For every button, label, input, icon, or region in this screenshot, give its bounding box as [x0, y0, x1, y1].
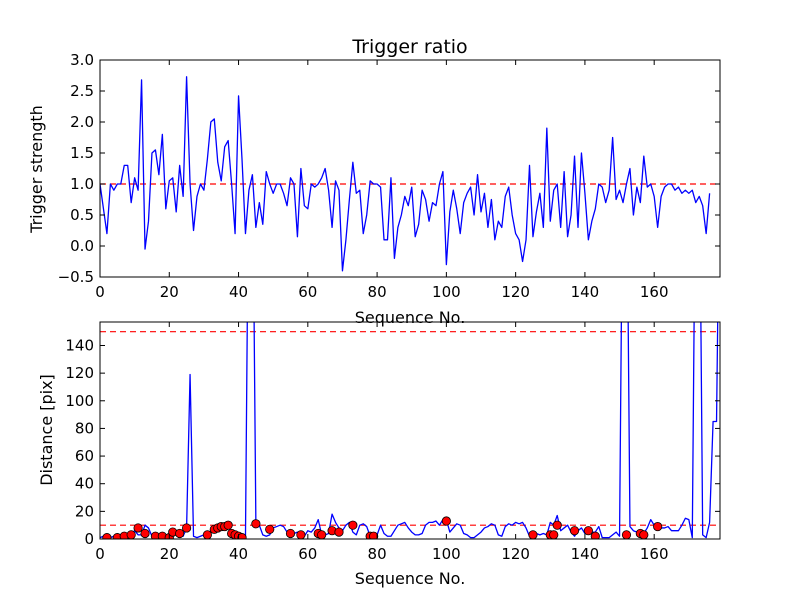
bottom-marker-point	[251, 519, 261, 529]
top-y-tick-label: 1.0	[70, 175, 94, 193]
bottom-marker-point	[569, 526, 580, 536]
bottom-marker-point	[348, 520, 358, 530]
bottom-marker-point	[528, 530, 538, 539]
bottom-marker-point	[583, 526, 593, 536]
top-plot-content	[100, 76, 720, 272]
bottom-plot-frame	[99, 321, 721, 540]
bottom-marker-point	[175, 528, 185, 539]
bottom-y-tick-label: 80	[75, 419, 94, 437]
bottom-marker-point	[639, 530, 649, 539]
top-x-tick-label: 80	[368, 283, 387, 301]
bottom-plot-content	[100, 322, 720, 539]
top-y-tick-label: 0.0	[70, 237, 94, 255]
bottom-marker-point	[552, 520, 562, 530]
top-plot-frame	[99, 59, 721, 278]
top-x-tick-label: 160	[640, 283, 669, 301]
bottom-marker-point	[590, 531, 600, 539]
bottom-y-tick-label: 0	[84, 530, 94, 548]
bottom-y-tick-label: 100	[65, 392, 94, 410]
bottom-x-tick-label: 160	[640, 545, 669, 563]
bottom-y-tick-label: 120	[65, 364, 94, 382]
top-x-tick-label: 120	[501, 283, 530, 301]
top-y-tick-label: 2.5	[70, 82, 94, 100]
bottom-x-tick-label: 120	[501, 545, 530, 563]
bottom-x-tick-label: 140	[571, 545, 600, 563]
bottom-marker-point	[140, 528, 150, 539]
bottom-y-tick-label: 140	[65, 336, 94, 354]
top-x-tick-label: 40	[229, 283, 248, 301]
bottom-x-tick-label: 80	[368, 545, 387, 563]
top-y-tick-label: 1.5	[70, 144, 94, 162]
top-y-tick-label: −0.5	[58, 268, 94, 286]
bottom-marker-point	[369, 531, 379, 539]
top-y-tick-label: 0.5	[70, 206, 94, 224]
bottom-marker-point	[102, 533, 112, 539]
bottom-marker-point	[653, 521, 663, 532]
top-y-axis-label: Trigger strength	[27, 105, 46, 234]
bottom-x-tick-label: 0	[95, 545, 105, 563]
top-axes-ticks: 0 20 40 60 80 100 120 140 160 −0.5 0.0 0.5 1.0 1.5 2.0…	[58, 51, 720, 301]
top-x-axis-label: Sequence No.	[355, 308, 466, 327]
bottom-marker-point	[133, 523, 143, 533]
distance-panel: 0 20 40 60 80 100 120 140 160020406080100120140 …	[37, 321, 721, 588]
bottom-marker-point	[285, 528, 296, 539]
bottom-marker-point	[334, 527, 344, 537]
bottom-marker-point	[202, 530, 212, 539]
top-y-tick-label: 3.0	[70, 51, 94, 69]
bottom-y-axis-label: Distance [pix]	[37, 374, 56, 486]
bottom-marker-point	[621, 530, 632, 539]
top-x-tick-label: 60	[298, 283, 317, 301]
bottom-x-tick-label: 100	[432, 545, 461, 563]
bottom-x-axis-label: Sequence No.	[355, 569, 466, 588]
top-chart-title: Trigger ratio	[351, 36, 467, 58]
bottom-marker-point	[441, 516, 451, 526]
bottom-marker-point	[181, 523, 192, 533]
bottom-x-tick-label: 40	[229, 545, 248, 563]
top-x-tick-label: 0	[95, 283, 105, 301]
bottom-marker-point	[223, 520, 233, 530]
top-series-line-0	[100, 76, 711, 272]
bottom-axes-ticks: 0 20 40 60 80 100 120 140 160 0 20 40 60 80 100 120 140	[65, 322, 720, 563]
bottom-marker-point	[549, 530, 559, 539]
top-x-tick-label: 100	[432, 283, 461, 301]
top-y-tick-label: 2.0	[70, 113, 94, 131]
bottom-y-tick-label: 40	[75, 475, 94, 493]
trigger-ratio-panel: Trigger ratio 0 20 40 60 80 100 120 140 160−0.50…	[27, 36, 721, 327]
bottom-x-tick-label: 60	[298, 545, 317, 563]
bottom-x-tick-label: 20	[160, 545, 179, 563]
bottom-marker-point	[296, 530, 306, 539]
bottom-marker-point	[265, 524, 275, 534]
top-x-tick-label: 20	[160, 283, 179, 301]
bottom-y-tick-label: 60	[75, 447, 94, 465]
bottom-marker-point	[237, 533, 247, 539]
bottom-marker-point	[317, 530, 327, 539]
bottom-y-tick-label: 20	[75, 502, 94, 520]
top-x-tick-label: 140	[571, 283, 600, 301]
bottom-marker-point	[126, 530, 136, 539]
